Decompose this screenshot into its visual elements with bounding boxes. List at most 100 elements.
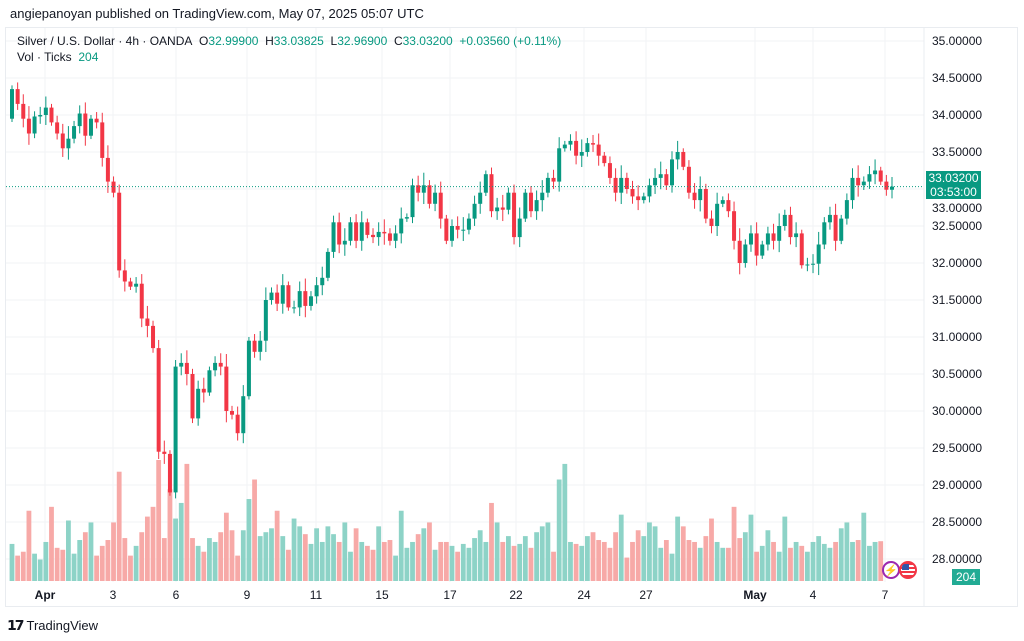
price-tick-label: 29.50000 [932, 441, 983, 455]
candle-body [833, 214, 838, 241]
candle-body [77, 113, 82, 127]
price-tick-label: 33.00000 [932, 201, 983, 215]
volume-bar [319, 541, 325, 581]
candle-body [647, 185, 652, 197]
volume-bar [348, 551, 353, 581]
volume-bar [252, 479, 257, 581]
candle-body [410, 185, 415, 218]
candle-body [26, 118, 31, 134]
candle-body [574, 140, 579, 156]
volume-bar [855, 540, 861, 581]
candle-body [43, 107, 48, 115]
volume-bar [49, 506, 54, 581]
candle-body [139, 283, 144, 319]
symbol-name[interactable]: Silver / U.S. Dollar · 4h · OANDA [17, 34, 193, 48]
volume-bar [393, 555, 398, 581]
candle-body [709, 218, 714, 226]
chart-frame [5, 27, 1018, 607]
candle-body [72, 126, 77, 139]
candle-body [878, 170, 883, 182]
volume-bar [263, 532, 269, 581]
candle-body [348, 222, 353, 241]
candle-body [134, 283, 139, 287]
candle-body [585, 143, 590, 152]
time-tick-label: 4 [809, 588, 817, 602]
lightning-event-icon[interactable]: ⚡ [882, 561, 900, 579]
volume-bar [838, 528, 844, 581]
candle-body [230, 411, 234, 415]
time-tick-label: 15 [375, 588, 389, 602]
volume-bar [799, 545, 805, 581]
candle-body [404, 217, 409, 219]
candle-body [822, 222, 827, 245]
volume-bar [286, 549, 291, 581]
volume-bar [26, 510, 32, 581]
volume-bar [618, 514, 624, 581]
volume-bar [336, 541, 342, 581]
candle-body [331, 222, 336, 252]
us-flag-event-icon[interactable] [899, 561, 917, 579]
candle-body [788, 214, 793, 238]
volume-bar [742, 532, 748, 581]
volume-bar [765, 530, 771, 581]
candle-body [641, 196, 646, 201]
volume-bar [624, 557, 630, 581]
volume-bar [257, 536, 263, 581]
volume-bar [449, 545, 455, 581]
change-value: +0.03560 (+0.11%) [459, 34, 562, 48]
candle-body [21, 103, 26, 119]
tradingview-logo[interactable]: 𝟭𝟳 TradingView [7, 617, 98, 634]
volume-label[interactable]: Vol · Ticks [17, 50, 72, 64]
time-tick-label: 6 [172, 588, 180, 602]
candle-body [167, 453, 172, 493]
candle-body [760, 244, 765, 256]
volume-bar [415, 534, 421, 581]
volume-bar [173, 518, 178, 581]
candle-body [122, 270, 127, 282]
volume-bar [878, 541, 884, 581]
candle-body [269, 292, 274, 300]
candle-body [562, 144, 567, 149]
price-tick-label: 34.50000 [932, 71, 983, 85]
volume-bar [43, 541, 49, 581]
candle-body [297, 291, 302, 308]
volume-bar [584, 536, 590, 581]
volume-bar [680, 526, 686, 581]
candle-body [359, 222, 364, 241]
candle-body [827, 214, 832, 223]
volume-bar [15, 555, 21, 581]
candle-body [88, 118, 93, 136]
candle-body [117, 192, 122, 271]
volume-bar [302, 534, 308, 581]
candle-body [579, 152, 584, 156]
candle-body [151, 325, 156, 349]
price-tick-label: 34.00000 [932, 108, 983, 122]
volume-bar [635, 530, 641, 581]
candle-body [636, 196, 641, 201]
volume-bar [184, 463, 190, 581]
candle-body [703, 189, 708, 219]
volume-bar [511, 545, 517, 581]
candle-body [303, 291, 308, 306]
candle-body [884, 181, 889, 190]
volume-bar [596, 540, 602, 581]
candle-body [856, 177, 861, 186]
candle-body [455, 226, 460, 230]
candle-body [765, 233, 770, 245]
candle-body [258, 340, 263, 352]
candle-body [224, 366, 229, 411]
candle-body [416, 185, 421, 193]
price-tick-label: 28.50000 [932, 515, 983, 529]
price-tick-label: 29.00000 [932, 478, 983, 492]
candle-body [235, 414, 240, 434]
candle-body [10, 89, 14, 119]
volume-bar [754, 551, 760, 581]
volume-bar [872, 541, 878, 581]
ohlc-row: Silver / U.S. Dollar · 4h · OANDA O32.99… [17, 33, 561, 49]
volume-bar [280, 536, 286, 581]
volume-bar [77, 540, 83, 581]
candle-body [128, 281, 133, 287]
volume-bar [274, 510, 280, 581]
volume-bar [539, 526, 545, 581]
